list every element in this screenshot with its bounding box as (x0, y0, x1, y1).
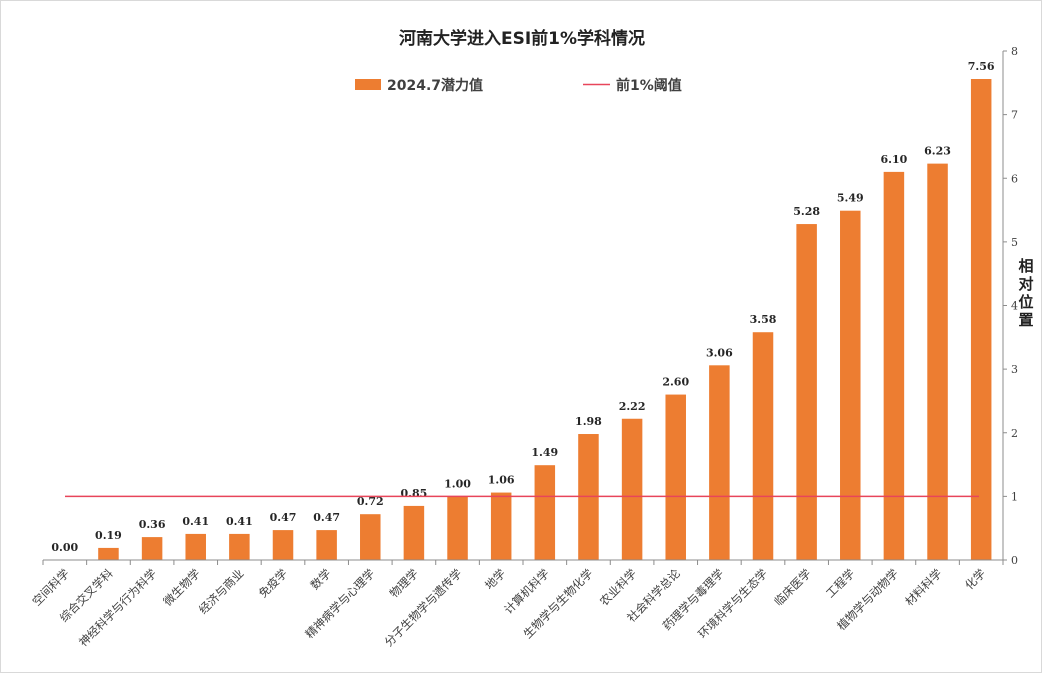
bar-value-label: 0.72 (357, 495, 384, 508)
category-label: 数学 (308, 566, 334, 592)
category-label: 物理学 (387, 566, 421, 600)
bar (490, 492, 512, 560)
y-axis-title-char: 位 (1018, 293, 1033, 311)
category-label: 地学 (482, 566, 508, 592)
category-label: 临床医学 (771, 566, 813, 608)
legend-bar-swatch (355, 79, 381, 90)
bar (796, 224, 817, 560)
bar (447, 496, 468, 561)
bars-layer (98, 79, 992, 561)
chart-title: 河南大学进入ESI前1%学科情况 (399, 28, 645, 49)
bar (141, 537, 163, 560)
bar-value-label: 1.98 (575, 415, 602, 428)
legend-bar-label: 2024.7潜力值 (387, 77, 483, 94)
bar (970, 79, 992, 560)
bar-value-label: 0.36 (139, 518, 166, 531)
category-label: 分子生物学与遗传学 (382, 566, 465, 649)
bar (98, 547, 119, 560)
bar-value-label: 1.49 (531, 446, 558, 459)
bar (709, 365, 730, 560)
bar (883, 171, 905, 560)
bar-value-label: 3.06 (706, 346, 733, 359)
y-ticks-layer: 0 1 2 3 4 5 6 7 8 (1003, 45, 1018, 567)
bar (316, 530, 337, 560)
bar-value-label: 0.19 (95, 529, 122, 542)
y-axis-title-char: 对 (1018, 275, 1033, 293)
bar-value-label: 6.10 (881, 153, 908, 166)
bar-value-label: 3.58 (750, 313, 777, 326)
category-label: 神经科学与行为科学 (76, 566, 159, 649)
y-tick-label: 7 (1011, 109, 1018, 122)
bar-value-label: 0.00 (51, 541, 78, 554)
bar-value-label: 1.06 (488, 474, 515, 487)
bar (185, 533, 206, 560)
bar-value-label: 5.28 (793, 205, 820, 218)
y-tick-label: 5 (1011, 236, 1018, 249)
y-tick-label: 0 (1011, 554, 1018, 567)
bar-value-label: 0.41 (226, 515, 253, 528)
y-axis-title-char: 相 (1018, 257, 1033, 275)
bar-value-label: 6.23 (924, 145, 951, 158)
bar (840, 210, 861, 560)
bar (665, 394, 686, 560)
bar (621, 418, 643, 560)
bar-value-label: 7.56 (968, 60, 995, 73)
category-label: 化学 (962, 566, 988, 592)
y-tick-label: 8 (1011, 45, 1018, 58)
y-axis-title-char: 置 (1018, 311, 1033, 329)
category-label: 空间科学 (30, 566, 72, 608)
category-label: 工程学 (823, 566, 857, 600)
bar-value-label: 2.22 (619, 400, 646, 413)
bar-value-label: 0.85 (401, 487, 428, 500)
bar (229, 533, 250, 560)
y-tick-label: 1 (1011, 490, 1018, 503)
bar (360, 514, 381, 560)
bar (927, 163, 948, 560)
category-label: 材料科学 (902, 566, 944, 608)
legend: 2024.7潜力值 前1%阈值 (355, 77, 682, 94)
bar (752, 332, 774, 560)
category-label: 免疫学 (256, 566, 290, 600)
bar-value-label: 0.41 (182, 515, 209, 528)
bar (534, 465, 556, 560)
bar (403, 505, 425, 560)
y-tick-label: 4 (1011, 300, 1018, 313)
legend-line-label: 前1%阈值 (616, 77, 682, 94)
bar (272, 530, 294, 560)
bar-value-label: 0.47 (313, 511, 340, 524)
y-tick-label: 6 (1011, 172, 1018, 185)
bar-value-label: 5.49 (837, 192, 864, 205)
y-tick-label: 2 (1011, 427, 1018, 440)
bar-value-label: 2.60 (662, 376, 689, 389)
category-label: 农业科学 (597, 566, 639, 608)
y-tick-label: 3 (1011, 363, 1018, 376)
bar-value-label: 1.00 (444, 477, 471, 490)
category-label: 微生物学 (160, 566, 202, 608)
category-label: 经济与商业 (196, 566, 247, 617)
data-labels-layer: 0.00 0.19 0.36 0.41 0.41 0.47 0.47 0.72 0.85 1.00… (51, 60, 994, 554)
bar-value-label: 0.47 (270, 511, 297, 524)
